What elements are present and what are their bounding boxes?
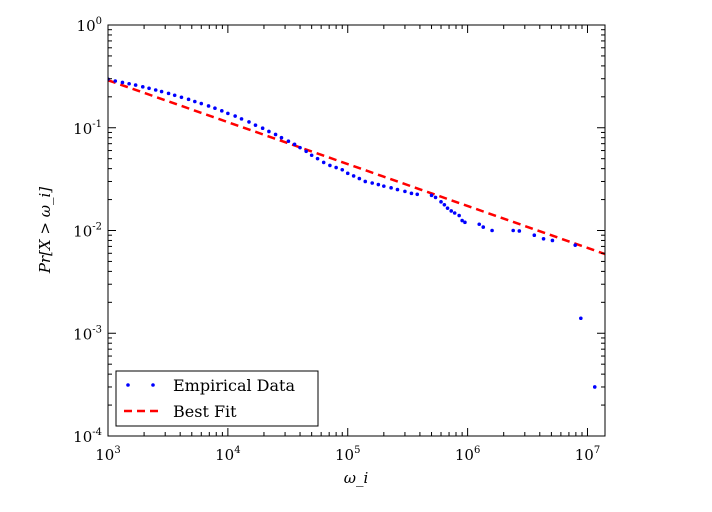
legend-label-best-fit: Best Fit [173,402,237,421]
empirical-data-point [511,228,515,233]
empirical-data-point [481,225,486,229]
empirical-data-point [267,129,271,134]
empirical-data-point [403,189,407,194]
y-tick-label: 100 [77,16,102,35]
empirical-data-point [292,142,297,147]
empirical-data-point [389,186,393,190]
empirical-data-point [113,79,118,83]
empirical-data-point [159,89,164,94]
empirical-data-point [415,192,420,197]
ticks-layer [107,24,605,437]
empirical-data-point [382,184,386,188]
empirical-data-point [477,222,482,227]
empirical-data-point [147,86,151,91]
best-fit-line [108,79,605,256]
empirical-data-point [550,238,555,243]
empirical-data-point [127,81,131,86]
empirical-data-point [370,181,375,185]
empirical-data-point [253,123,258,127]
empirical-data-point [433,195,438,200]
y-tick-label: 10-2 [73,222,102,241]
empirical-data-point [439,200,443,204]
empirical-data-point [193,99,197,104]
empirical-data-point [247,120,251,124]
empirical-data-point [452,211,457,215]
legend-marker-empirical [126,383,130,387]
empirical-data-point [532,233,537,237]
y-axis-label: Pr[X > ω_i] [36,187,54,274]
legend: Empirical Data Best Fit [115,370,319,427]
empirical-data-point [573,243,578,247]
empirical-data-point [460,218,464,223]
empirical-data-point [199,101,204,106]
x-tick-label: 105 [335,445,360,464]
empirical-data-point [409,191,414,196]
empirical-data-point [490,228,494,233]
empirical-data-point [340,167,345,172]
empirical-data-point [226,111,230,116]
legend-marker-empirical-2 [151,383,155,387]
x-tick-label: 106 [455,445,480,464]
empirical-data-point [541,237,546,241]
empirical-data-point [357,176,362,181]
empirical-data-point [517,229,522,233]
legend-label-empirical: Empirical Data [173,376,295,395]
labels-layer: 103 104 105 106 107 10-4 10-3 10-2 10-1 100 [73,16,600,464]
empirical-data-point [239,117,244,121]
empirical-data-point [449,209,454,213]
empirical-data-point [233,114,237,118]
empirical-data-point [592,385,597,389]
empirical-data-point [120,80,125,85]
x-tick-label: 104 [215,445,240,464]
series-layer [108,77,605,389]
empirical-data-point [315,156,320,161]
empirical-data-point [579,316,583,321]
empirical-data-point [133,83,138,87]
empirical-data-point [260,126,265,130]
empirical-data-point [179,95,184,100]
y-tick-label: 10-1 [73,119,102,138]
empirical-data-point [279,135,284,140]
empirical-data-point [429,193,434,198]
empirical-data-point [304,149,308,154]
empirical-data-point [286,139,291,143]
y-tick-label: 10-3 [73,324,102,343]
empirical-data-point [457,213,461,218]
empirical-data-point [206,104,211,108]
empirical-data-point [345,171,350,176]
empirical-data-point [309,153,314,158]
empirical-data-point [442,202,447,207]
empirical-data-point [445,206,450,210]
empirical-data-point [328,163,332,168]
empirical-data-point [298,145,302,150]
x-axis-label: ω_i [344,469,369,487]
empirical-data-point [186,97,191,102]
plot-clip-group [108,77,605,389]
y-tick-label: 10-4 [73,427,102,446]
empirical-data-point [172,93,177,98]
empirical-data-point [363,179,368,184]
empirical-data-point [220,109,224,113]
empirical-data-point [376,182,381,187]
empirical-data-point [395,187,400,192]
empirical-data-point [153,88,158,92]
legend-box [115,370,319,427]
empirical-data-point [140,85,145,89]
empirical-data-point [334,165,338,170]
empirical-data-point [351,174,356,178]
empirical-data-point [321,160,326,165]
x-tick-label: 103 [95,445,120,464]
x-tick-label: 107 [575,445,600,464]
empirical-data-point [273,132,278,137]
empirical-data-point [463,220,467,225]
empirical-data-point [213,106,217,110]
empirical-data-point [166,91,171,96]
